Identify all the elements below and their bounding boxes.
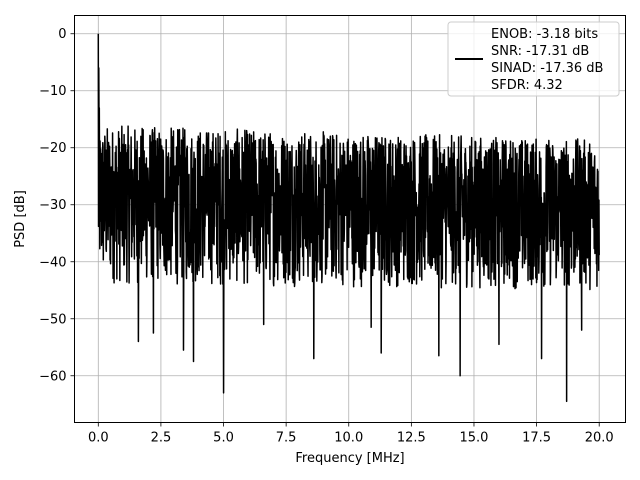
legend-sfdr: SFDR: 4.32	[491, 78, 563, 93]
x-tick-label: 2.5	[151, 431, 172, 446]
x-tick-label: 10.0	[334, 431, 363, 446]
y-axis-ticks: 0 −10 −20 −30 −40 −50 −60	[39, 27, 75, 384]
x-axis-label: Frequency [MHz]	[295, 451, 404, 466]
legend-enob: ENOB: -3.18 bits	[491, 27, 598, 42]
psd-series	[97, 33, 600, 403]
x-tick-label: 15.0	[459, 431, 488, 446]
legend-sinad: SINAD: -17.36 dB	[491, 61, 603, 76]
psd-line	[97, 33, 600, 403]
x-axis-ticks: 0.0 2.5 5.0 7.5 10.0 12.5 15.0 17.5 20.0	[88, 422, 614, 446]
y-tick-label: −10	[39, 84, 66, 99]
y-tick-label: −60	[39, 369, 66, 384]
y-tick-label: 0	[58, 27, 66, 42]
y-tick-label: −30	[39, 198, 66, 213]
x-tick-label: 0.0	[88, 431, 109, 446]
y-tick-label: −50	[39, 312, 66, 327]
legend-snr: SNR: -17.31 dB	[491, 44, 589, 59]
x-tick-label: 7.5	[276, 431, 297, 446]
legend-box	[447, 21, 620, 97]
x-tick-label: 5.0	[213, 431, 234, 446]
y-axis-label: PSD [dB]	[13, 190, 28, 248]
y-tick-label: −40	[39, 255, 66, 270]
y-tick-label: −20	[39, 141, 66, 156]
x-tick-label: 17.5	[522, 431, 551, 446]
x-tick-label: 20.0	[585, 431, 614, 446]
plot-frame	[74, 15, 626, 423]
legend: ENOB: -3.18 bits SNR: -17.31 dB SINAD: -…	[447, 21, 620, 97]
x-tick-label: 12.5	[397, 431, 426, 446]
